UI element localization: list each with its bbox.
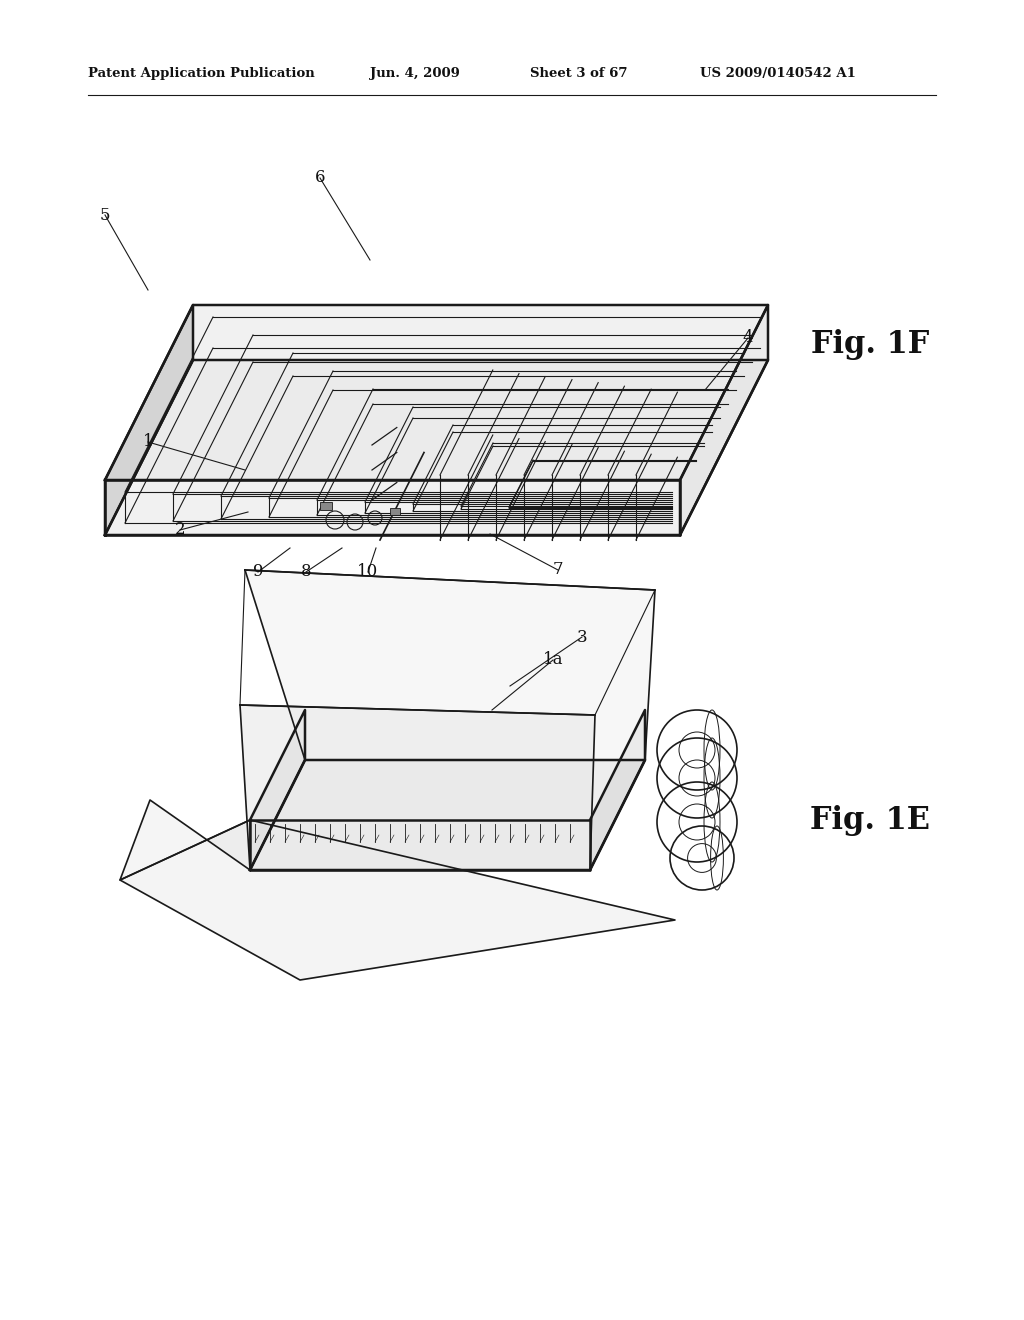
Polygon shape bbox=[120, 820, 675, 979]
Polygon shape bbox=[105, 305, 193, 535]
Polygon shape bbox=[250, 820, 590, 870]
Polygon shape bbox=[105, 305, 768, 480]
Polygon shape bbox=[250, 710, 305, 870]
Text: Fig. 1E: Fig. 1E bbox=[810, 804, 930, 836]
Text: 7: 7 bbox=[553, 561, 563, 578]
Text: 1a: 1a bbox=[543, 652, 563, 668]
Text: US 2009/0140542 A1: US 2009/0140542 A1 bbox=[700, 67, 856, 81]
Text: 3: 3 bbox=[577, 628, 588, 645]
Polygon shape bbox=[120, 800, 250, 880]
Polygon shape bbox=[590, 710, 645, 870]
Text: 6: 6 bbox=[314, 169, 326, 186]
Bar bbox=[319, 502, 332, 510]
Polygon shape bbox=[105, 480, 680, 535]
Text: 1: 1 bbox=[142, 433, 154, 450]
Polygon shape bbox=[680, 305, 768, 535]
Bar bbox=[390, 508, 400, 515]
Polygon shape bbox=[250, 760, 645, 870]
Polygon shape bbox=[245, 570, 655, 760]
Text: Sheet 3 of 67: Sheet 3 of 67 bbox=[530, 67, 628, 81]
Polygon shape bbox=[105, 360, 768, 535]
Text: 5: 5 bbox=[99, 206, 111, 223]
Text: 8: 8 bbox=[301, 564, 311, 581]
Text: Jun. 4, 2009: Jun. 4, 2009 bbox=[370, 67, 460, 81]
Text: Patent Application Publication: Patent Application Publication bbox=[88, 67, 314, 81]
Polygon shape bbox=[240, 705, 595, 870]
Text: 4: 4 bbox=[742, 330, 754, 346]
Text: 2: 2 bbox=[175, 521, 185, 539]
Text: Fig. 1F: Fig. 1F bbox=[811, 330, 929, 360]
Text: 9: 9 bbox=[253, 564, 263, 581]
Text: 10: 10 bbox=[357, 564, 379, 581]
